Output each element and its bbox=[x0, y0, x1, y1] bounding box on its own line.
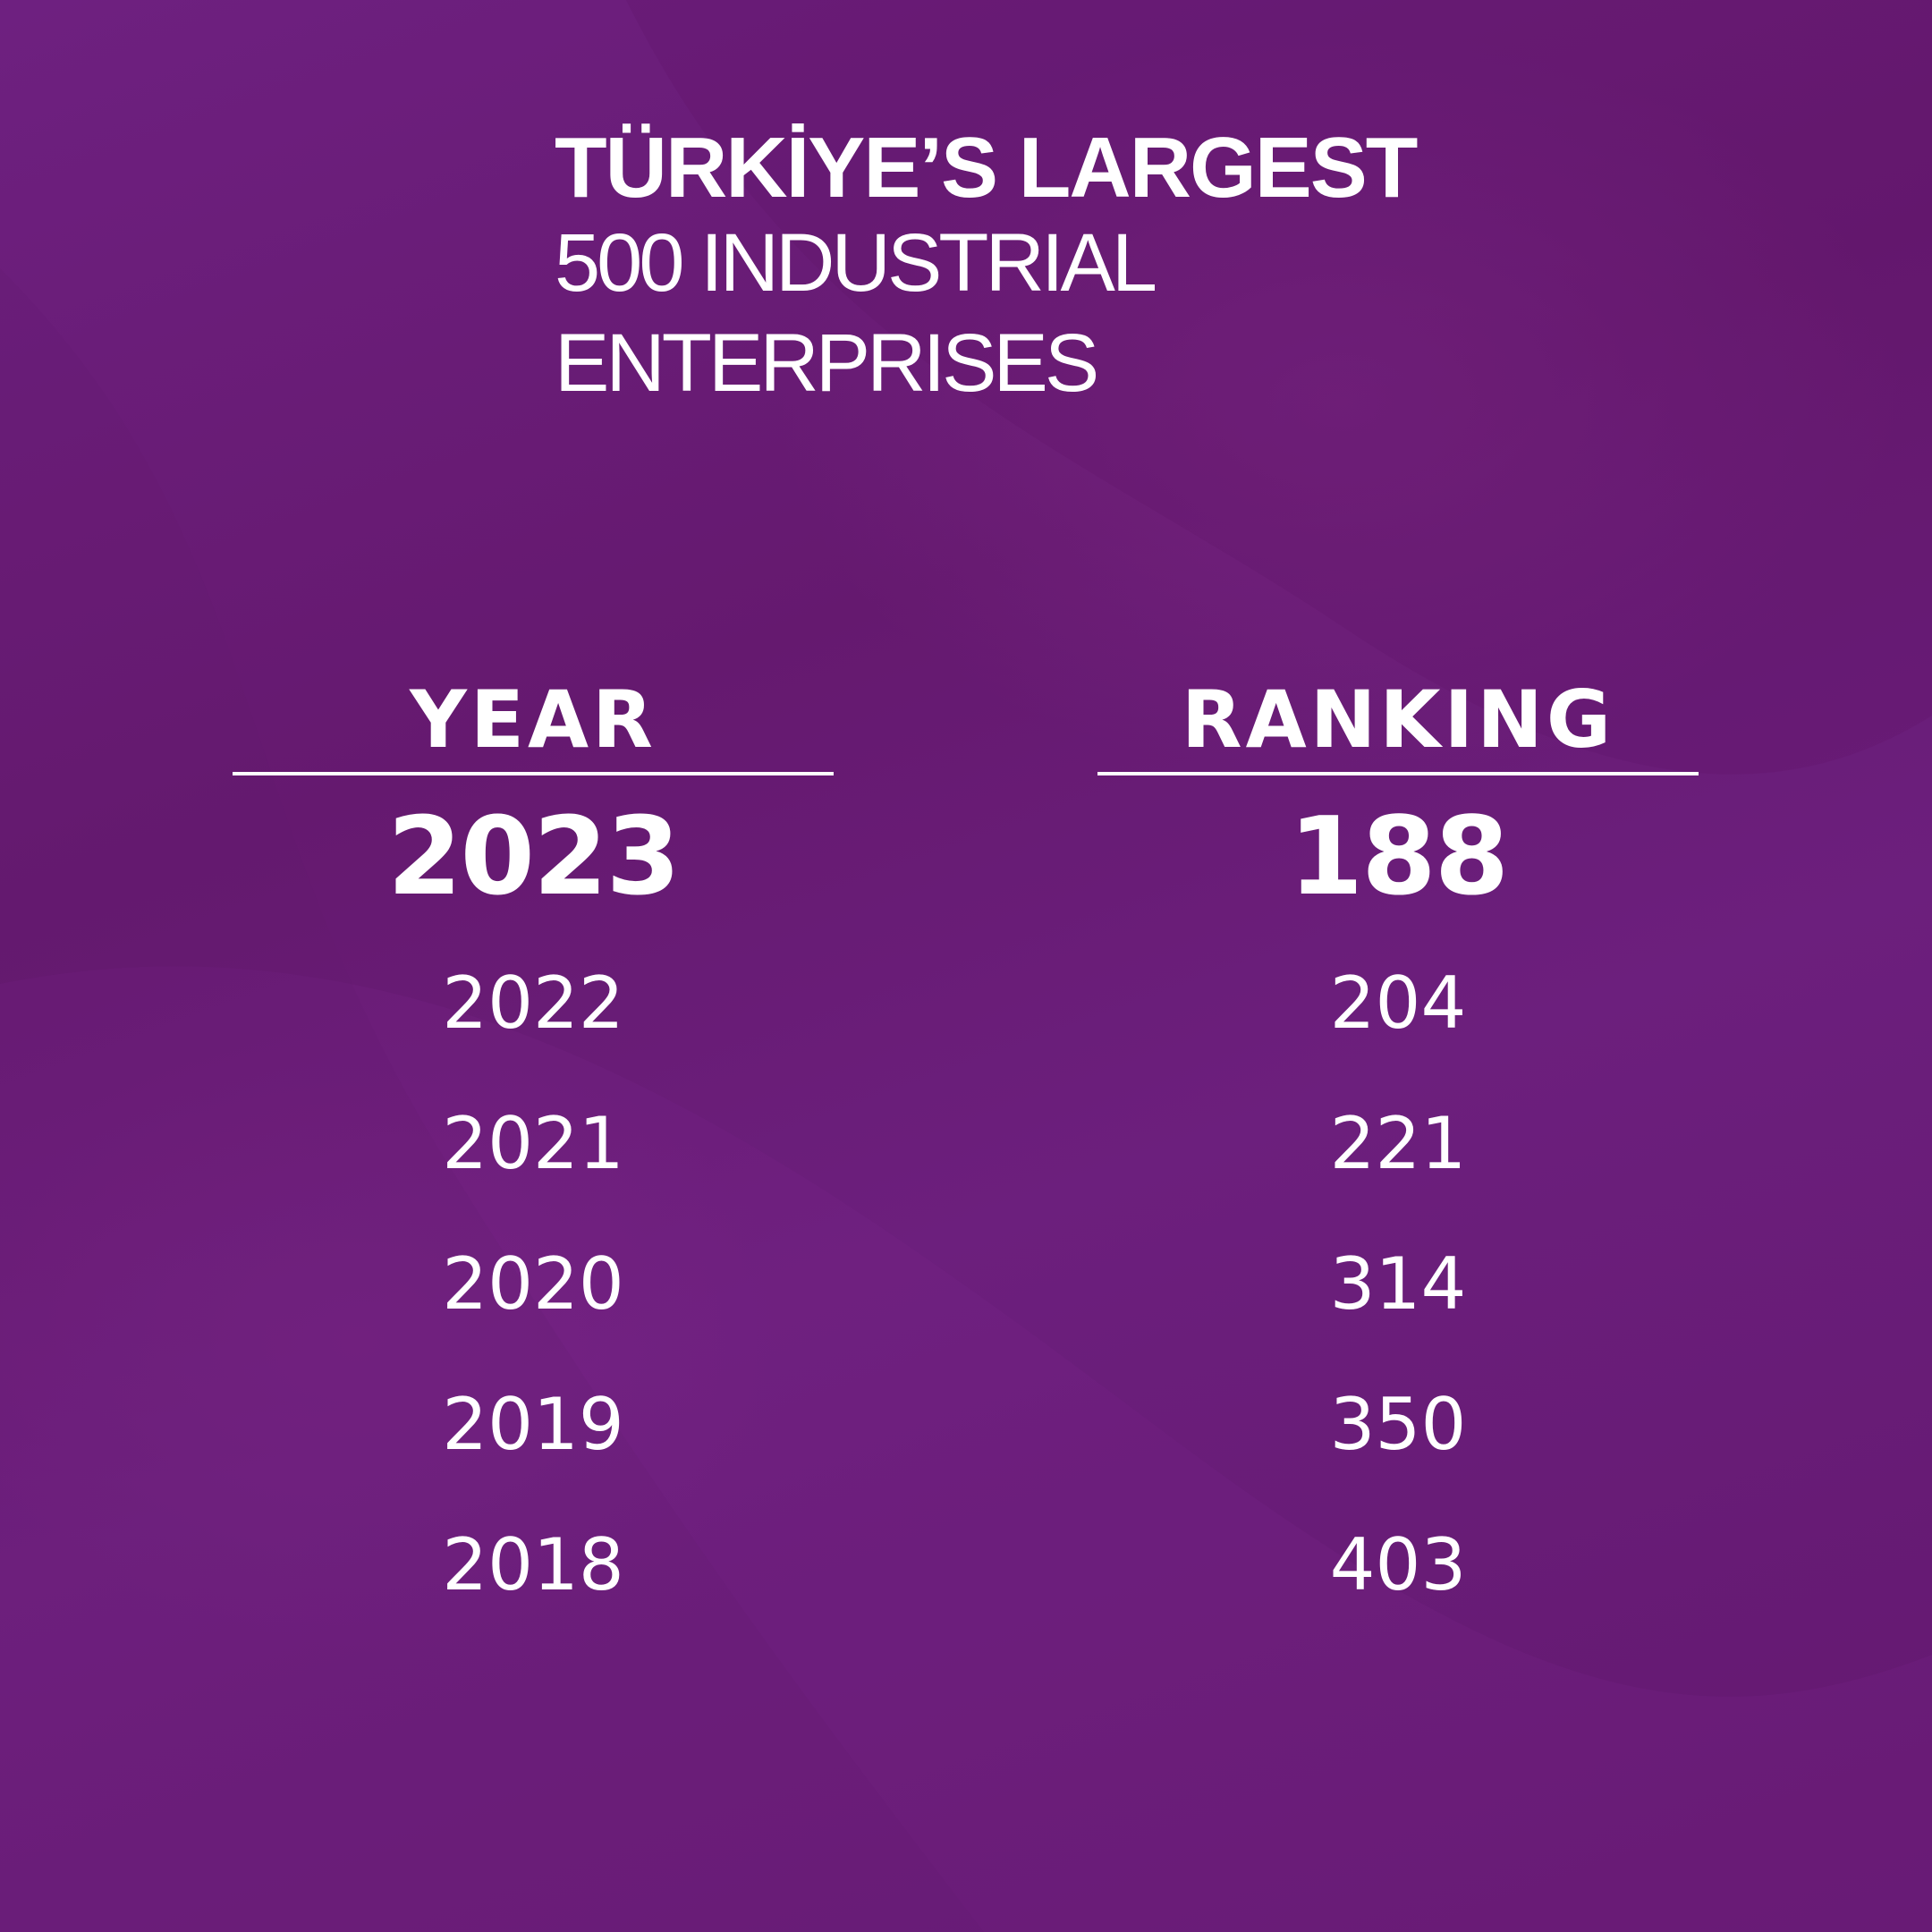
year-cell: 2020 bbox=[442, 1241, 624, 1326]
year-header-divider bbox=[233, 772, 834, 775]
ranking-column: RANKING 188 204 221 314 350 403 bbox=[1097, 675, 1699, 1635]
year-column-header: YEAR bbox=[410, 674, 657, 766]
ranking-cell: 204 bbox=[1329, 961, 1467, 1045]
title-line-2: 500 INDUSTRIAL bbox=[555, 217, 1157, 309]
ranking-cell-current: 188 bbox=[1288, 795, 1510, 919]
year-list: 2023 2022 2021 2020 2019 2018 bbox=[233, 783, 834, 1635]
ranking-cell: 314 bbox=[1329, 1241, 1467, 1326]
page-title: TÜRKİYE’S LARGEST 500 INDUSTRIAL ENTERPR… bbox=[555, 120, 1418, 422]
year-cell: 2021 bbox=[442, 1101, 624, 1185]
ranking-column-header: RANKING bbox=[1181, 674, 1615, 766]
ranking-cell: 221 bbox=[1329, 1101, 1467, 1185]
year-cell: 2018 bbox=[442, 1522, 624, 1606]
title-line-1: TÜRKİYE’S LARGEST bbox=[555, 120, 1418, 216]
ranking-cell: 403 bbox=[1329, 1522, 1467, 1606]
ranking-list: 188 204 221 314 350 403 bbox=[1097, 783, 1699, 1635]
ranking-cell: 350 bbox=[1329, 1382, 1467, 1466]
year-cell: 2019 bbox=[442, 1382, 624, 1466]
ranking-header-divider bbox=[1097, 772, 1699, 775]
title-line-3: ENTERPRISES bbox=[555, 318, 1099, 409]
year-cell: 2022 bbox=[442, 961, 624, 1045]
year-column: YEAR 2023 2022 2021 2020 2019 2018 bbox=[233, 675, 834, 1635]
year-cell-current: 2023 bbox=[387, 795, 681, 919]
